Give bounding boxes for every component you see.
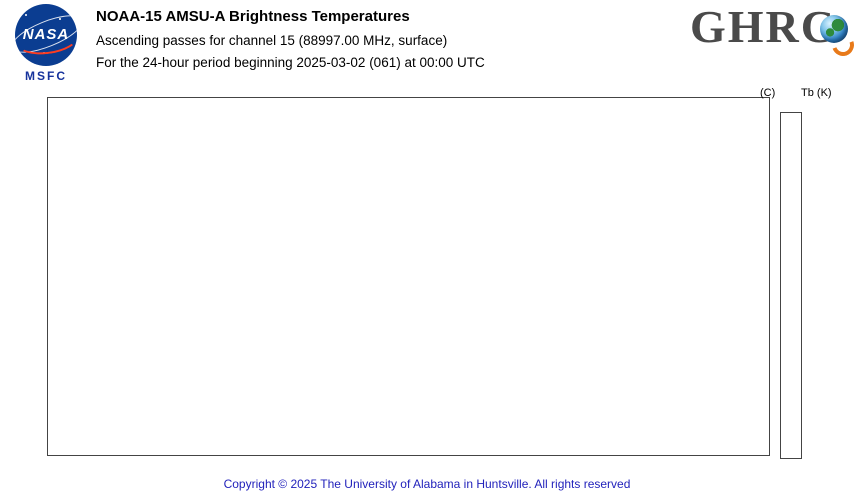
kelvin-unit-label: (K) [816,87,832,99]
title-block: NOAA-15 AMSU-A Brightness Temperatures A… [96,8,485,70]
colorbar-celsius-header: (C) [760,87,776,99]
copyright: Copyright © 2025 The University of Alaba… [223,477,631,491]
tb-label: Tb [801,87,814,99]
colorbar-kelvin-header: Tb (K) [801,87,832,99]
subtitle-period: For the 24-hour period beginning 2025-03… [96,55,485,70]
colorbar [780,112,802,459]
ghrc-acronym: GHRC [690,1,836,52]
brightness-temperature-map [47,97,770,456]
star-dot-icon [59,18,61,20]
nasa-meatball-icon: NASA [15,4,77,66]
nasa-wordmark: NASA [22,26,70,43]
star-dot-icon [43,52,45,54]
subtitle-channel: Ascending passes for channel 15 (88997.0… [96,33,448,48]
page-title: NOAA-15 AMSU-A Brightness Temperatures [96,8,410,25]
msfc-label: MSFC [25,69,67,83]
ghrc-logo-row: GHRC [678,1,854,60]
ghrc-logo: GHRC [678,1,854,60]
star-dot-icon [25,14,27,16]
globe-icon [820,15,848,43]
nasa-logo: NASA MSFC [10,4,82,83]
